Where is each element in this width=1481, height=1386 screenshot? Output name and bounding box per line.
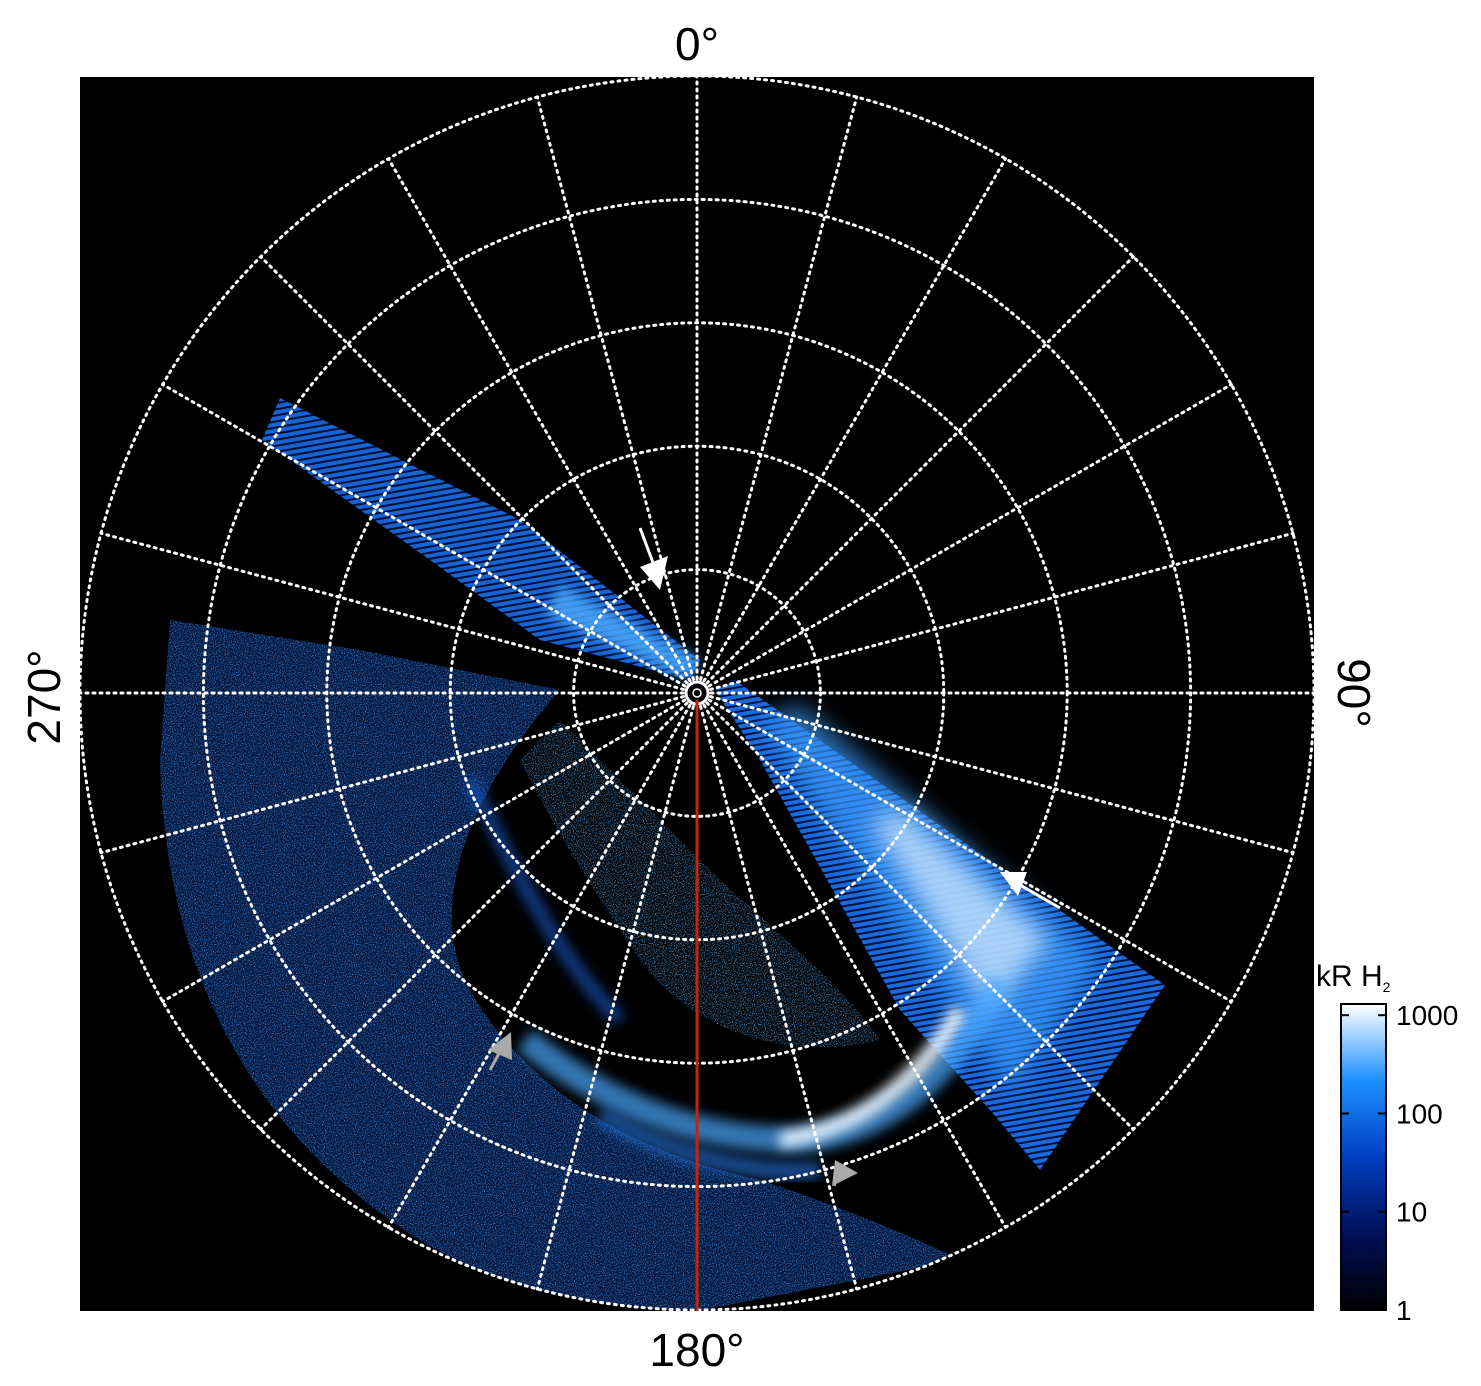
arrow-gray-bottom xyxy=(832,1160,858,1187)
diffuse-emission xyxy=(160,620,960,1310)
label-left: 270° xyxy=(18,649,70,744)
longitude-spoke xyxy=(161,698,687,1003)
longitude-spoke xyxy=(99,531,685,691)
longitude-spoke xyxy=(387,157,692,683)
colorbar-tick-label: 1 xyxy=(1396,1295,1412,1326)
longitude-spoke xyxy=(161,383,687,688)
longitude-spoke xyxy=(535,95,695,681)
longitude-spoke xyxy=(535,705,695,1291)
longitude-spoke xyxy=(709,695,1295,855)
longitude-spoke xyxy=(699,705,859,1291)
label-right: 90° xyxy=(1328,658,1380,728)
latitude-ring xyxy=(572,568,822,818)
colorbar-ticks: 1000 100 10 1 xyxy=(1341,1000,1458,1326)
longitude-spoke xyxy=(702,703,1007,1229)
longitude-spoke xyxy=(705,701,1135,1131)
longitude-spoke xyxy=(709,531,1295,691)
colorbar-title: kR H2 xyxy=(1316,960,1391,995)
arrow-white-upper xyxy=(638,527,668,590)
longitude-spoke xyxy=(259,701,689,1131)
colorbar-title-sub: 2 xyxy=(1383,979,1391,995)
latitude-ring xyxy=(201,197,1193,1189)
longitude-spoke xyxy=(387,703,692,1229)
longitude-spoke xyxy=(699,95,859,681)
longitude-spoke xyxy=(259,255,689,685)
label-bottom: 180° xyxy=(649,1324,744,1376)
longitude-spoke xyxy=(707,698,1233,1003)
colorbar: kR H2 1000 100 10 1 xyxy=(1316,960,1458,1326)
colorbar-title-main: kR H xyxy=(1316,960,1383,993)
colorbar-tick-label: 100 xyxy=(1396,1099,1443,1130)
emission-layer xyxy=(160,398,1165,1310)
arrow-white-right xyxy=(1000,872,1061,910)
longitude-spoke xyxy=(99,695,685,855)
arrow-gray-left xyxy=(488,1032,512,1071)
longitude-spoke xyxy=(705,255,1135,685)
colorbar-tick-label: 1000 xyxy=(1396,1000,1458,1031)
label-top: 0° xyxy=(675,18,719,70)
longitude-spoke xyxy=(707,383,1233,688)
colorbar-gradient xyxy=(1340,1003,1387,1311)
longitude-spoke xyxy=(702,157,1007,683)
colorbar-tick-label: 10 xyxy=(1396,1197,1427,1228)
